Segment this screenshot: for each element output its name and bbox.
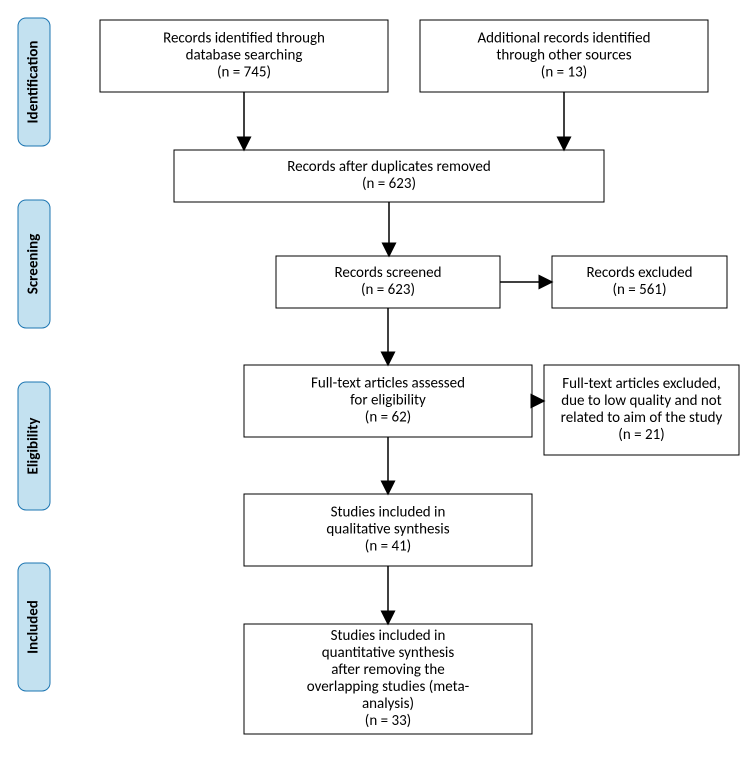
box-qualitative-line-2: (n = 41): [365, 538, 411, 556]
box-other_sources-line-1: through other sources: [496, 47, 631, 65]
stage-eligibility: Eligibility: [18, 382, 50, 510]
box-qualitative: Studies included inqualitative synthesis…: [244, 494, 532, 566]
box-excluded2: Full-text articles excluded,due to low q…: [544, 365, 739, 455]
stage-label-identification: Identification: [25, 41, 43, 124]
box-excluded2-line-3: (n = 21): [618, 426, 664, 444]
stage-label-included: Included: [25, 600, 43, 654]
box-excluded2-line-0: Full-text articles excluded,: [562, 375, 721, 393]
box-after_dup-line-0: Records after duplicates removed: [287, 158, 491, 176]
box-screened-line-1: (n = 623): [361, 281, 415, 299]
box-other_sources-line-0: Additional records identified: [477, 30, 650, 48]
stage-identification: Identification: [18, 18, 50, 146]
box-db_search: Records identified throughdatabase searc…: [100, 20, 388, 92]
box-qualitative-line-1: qualitative synthesis: [326, 521, 449, 539]
box-quantitative: Studies included inquantitative synthesi…: [244, 624, 532, 734]
box-fulltext-line-2: (n = 62): [365, 409, 411, 427]
box-quantitative-line-2: after removing the: [331, 661, 445, 679]
stage-label-screening: Screening: [25, 234, 43, 295]
box-quantitative-line-3: overlapping studies (meta-: [307, 678, 470, 696]
box-db_search-line-1: database searching: [186, 47, 303, 65]
box-fulltext-line-0: Full-text articles assessed: [311, 375, 465, 393]
box-excluded2-line-1: due to low quality and not: [561, 392, 721, 410]
box-screened-line-0: Records screened: [334, 264, 441, 282]
box-excluded2-line-2: related to aim of the study: [561, 409, 723, 427]
box-quantitative-line-1: quantitative synthesis: [322, 644, 455, 662]
box-quantitative-line-4: analysis): [362, 695, 414, 713]
box-screened: Records screened(n = 623): [276, 256, 500, 308]
box-fulltext-line-1: for eligibility: [350, 392, 426, 410]
box-after_dup: Records after duplicates removed(n = 623…: [174, 150, 604, 202]
stage-included: Included: [18, 563, 50, 691]
box-quantitative-line-0: Studies included in: [331, 627, 446, 645]
box-excluded1-line-1: (n = 561): [612, 281, 666, 299]
box-db_search-line-2: (n = 745): [217, 64, 271, 82]
box-other_sources: Additional records identifiedthrough oth…: [420, 20, 708, 92]
box-after_dup-line-1: (n = 623): [362, 175, 416, 193]
box-quantitative-line-5: (n = 33): [365, 712, 411, 730]
stage-screening: Screening: [18, 200, 50, 328]
box-db_search-line-0: Records identified through: [163, 30, 325, 48]
box-excluded1-line-0: Records excluded: [587, 264, 693, 282]
box-fulltext: Full-text articles assessedfor eligibili…: [244, 365, 532, 437]
box-excluded1: Records excluded(n = 561): [552, 256, 727, 308]
box-qualitative-line-0: Studies included in: [331, 504, 446, 522]
stage-label-eligibility: Eligibility: [25, 417, 43, 475]
box-other_sources-line-2: (n = 13): [541, 64, 587, 82]
